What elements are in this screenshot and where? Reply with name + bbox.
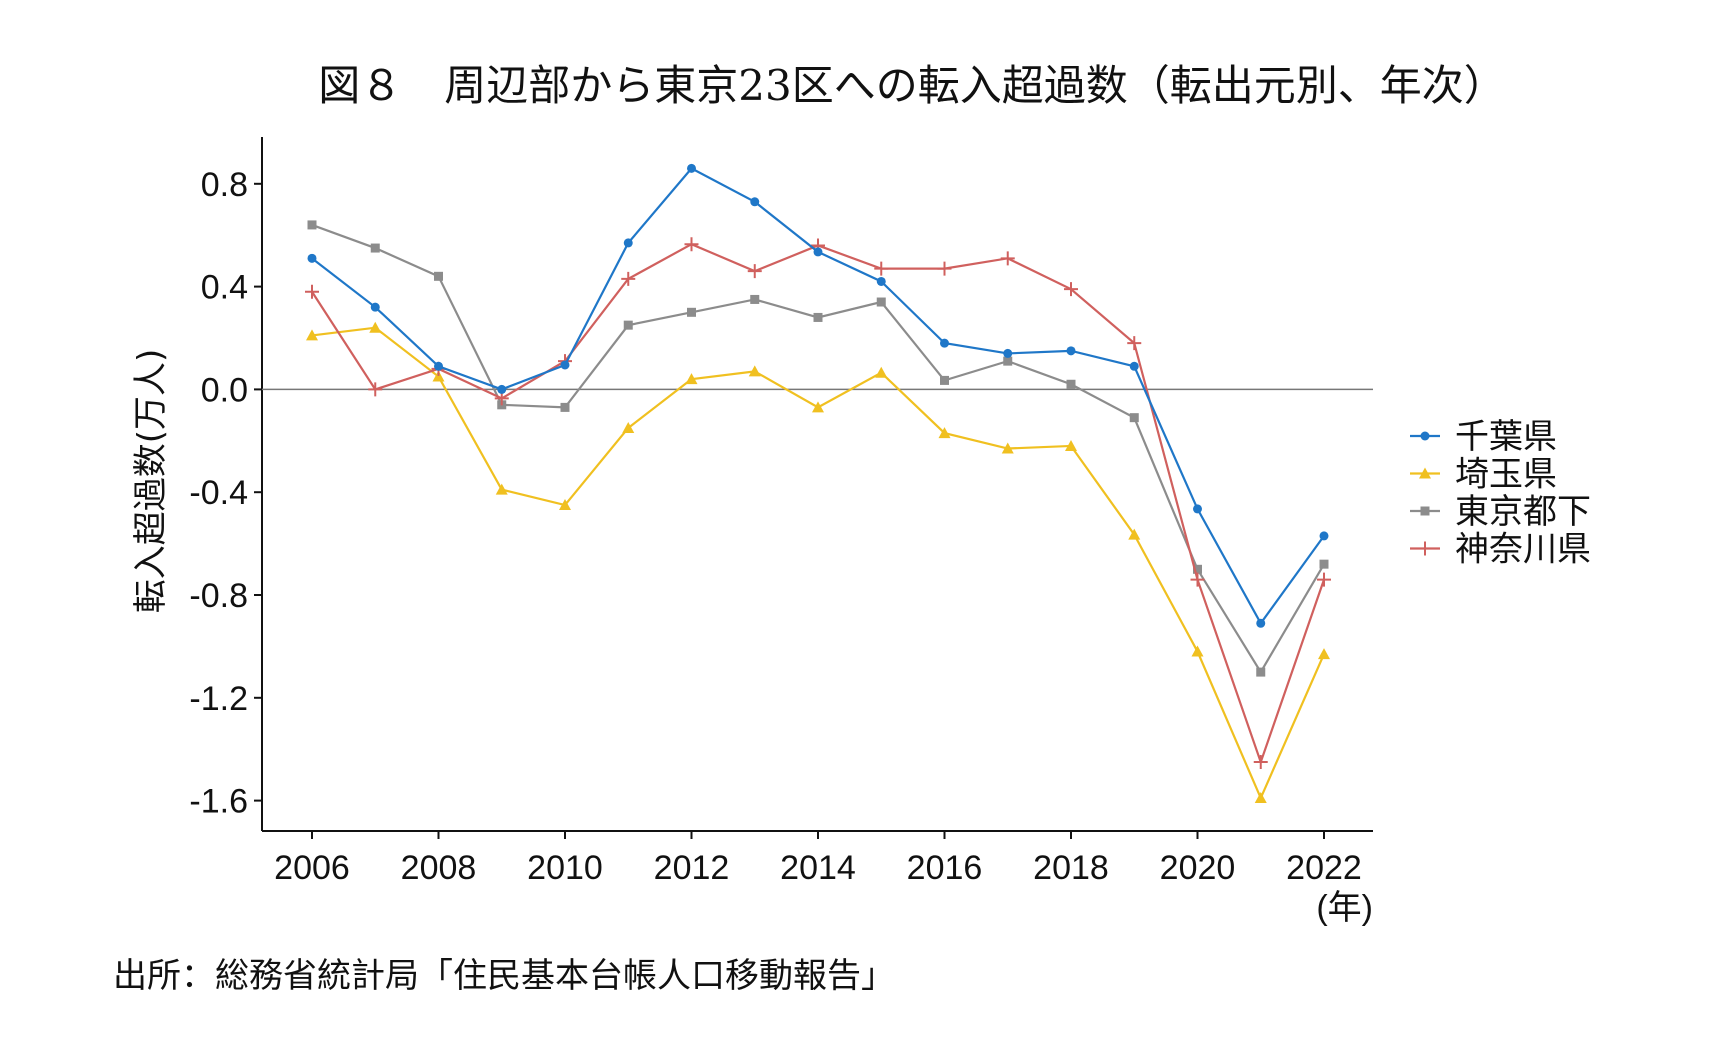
data-point	[750, 294, 760, 304]
data-point	[687, 307, 696, 317]
data-point	[1318, 648, 1330, 660]
data-point	[434, 271, 443, 281]
y-tick-label: 0.0	[201, 371, 248, 409]
data-point	[1191, 645, 1204, 657]
data-point	[1193, 504, 1202, 514]
data-point	[685, 373, 698, 385]
x-tick-label: 2008	[401, 849, 477, 887]
legend-label: 千葉県	[1455, 417, 1557, 457]
data-point	[623, 320, 633, 330]
data-point	[1256, 618, 1266, 628]
x-tick-label: 2016	[907, 849, 983, 887]
data-point	[1129, 413, 1139, 423]
chart-title: 図８ 周辺部から東京23区への転入超過数（転出元別、年次）	[318, 61, 1506, 110]
data-point	[687, 163, 696, 173]
legend-label: 神奈川県	[1455, 530, 1591, 570]
data-point	[1065, 439, 1077, 451]
data-point	[1190, 572, 1205, 587]
y-tick-label: 0.8	[201, 166, 248, 204]
legend-marker	[1418, 541, 1432, 556]
data-point	[495, 483, 508, 495]
y-tick-label: -0.8	[189, 577, 248, 615]
data-point	[1127, 336, 1142, 351]
y-axis-label: 転入超過数(万人)	[131, 349, 171, 614]
data-point	[874, 261, 889, 276]
data-point	[1066, 346, 1076, 356]
x-tick-label: 2022	[1286, 849, 1362, 887]
data-point	[1003, 356, 1013, 366]
x-tick-label: 2006	[274, 849, 350, 887]
source-note: 出所：総務省統計局「住民基本台帳人口移動報告」	[113, 956, 895, 996]
y-tick-label: 0.4	[201, 269, 248, 307]
legend-label: 東京都下	[1455, 492, 1591, 532]
legend-label: 埼玉県	[1455, 455, 1557, 495]
series-1	[306, 321, 1330, 804]
data-point	[622, 421, 635, 433]
data-point	[1193, 564, 1202, 574]
data-point	[813, 312, 823, 322]
data-point	[940, 338, 949, 348]
data-point	[559, 499, 571, 511]
x-tick-label: 2012	[654, 849, 730, 887]
series-0	[307, 163, 1329, 628]
data-point	[812, 401, 824, 413]
data-point	[370, 302, 380, 312]
series-line	[311, 166, 1325, 626]
data-point	[307, 220, 317, 230]
x-tick-label: 2018	[1033, 849, 1109, 887]
data-point	[1254, 792, 1267, 804]
data-point	[750, 197, 760, 207]
data-point	[876, 276, 886, 286]
series-3	[305, 237, 1331, 770]
data-point	[1000, 251, 1015, 266]
data-point	[1064, 282, 1078, 297]
data-point	[1129, 361, 1139, 371]
data-point	[1001, 442, 1014, 454]
data-point	[938, 427, 951, 439]
series-2	[307, 220, 1329, 677]
data-point	[497, 384, 507, 394]
data-point	[306, 329, 318, 341]
x-tick-label: 2014	[780, 849, 856, 887]
data-point	[1128, 528, 1141, 540]
data-point	[1256, 667, 1266, 677]
data-point	[1253, 755, 1268, 770]
data-point	[1066, 379, 1076, 389]
data-point	[1319, 531, 1329, 541]
data-point	[1319, 559, 1329, 569]
data-point	[370, 243, 380, 253]
y-tick-label: -1.2	[189, 680, 248, 718]
data-point	[434, 361, 443, 371]
data-point	[369, 321, 382, 333]
data-point	[368, 382, 383, 397]
x-tick-label: 2010	[527, 849, 603, 887]
data-point	[560, 402, 570, 412]
y-tick-label: -0.4	[189, 474, 248, 512]
data-point	[748, 365, 761, 377]
data-point	[937, 261, 952, 276]
y-tick-label: -1.6	[189, 783, 248, 821]
data-point	[684, 237, 699, 252]
data-point	[1003, 348, 1013, 358]
data-point	[940, 375, 949, 385]
data-point	[560, 360, 570, 370]
x-tick-label: 2020	[1160, 849, 1236, 887]
data-point	[432, 370, 445, 382]
legend-marker	[1420, 431, 1430, 441]
data-point	[813, 247, 823, 257]
data-point	[876, 297, 886, 307]
x-axis-label: (年)	[1316, 889, 1373, 927]
series-line	[311, 326, 1326, 801]
legend-marker	[1420, 506, 1430, 516]
data-point	[747, 264, 762, 279]
data-point	[623, 238, 633, 248]
data-point	[305, 284, 319, 299]
data-point	[621, 271, 636, 286]
legend-marker	[1419, 467, 1431, 479]
data-point	[1317, 572, 1331, 587]
data-point	[307, 253, 317, 263]
data-point	[875, 366, 888, 378]
